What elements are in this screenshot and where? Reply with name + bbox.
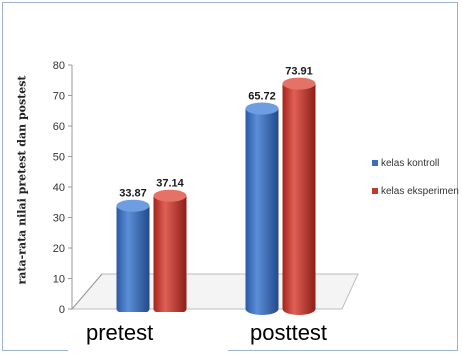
floor-edge xyxy=(71,273,103,310)
bar-body xyxy=(116,205,150,309)
bar-top xyxy=(153,189,187,202)
legend-swatch-blue xyxy=(372,160,378,167)
y-tick-label: 40 xyxy=(53,182,65,194)
bar-top xyxy=(282,77,316,90)
bar-body xyxy=(245,108,279,309)
data-label: 37.14 xyxy=(156,178,184,190)
bar-body xyxy=(153,195,187,309)
bar-top xyxy=(245,102,279,115)
data-label: 65.72 xyxy=(248,91,276,103)
y-tick-label: 60 xyxy=(53,121,65,133)
y-tick-label: 30 xyxy=(53,213,65,225)
y-axis: 0 10 20 30 40 50 60 70 80 xyxy=(53,60,73,316)
y-axis-title: rata-rata nilai pretest dan postest xyxy=(15,75,29,285)
data-label: 73.91 xyxy=(285,66,313,78)
y-tick-label: 10 xyxy=(53,274,65,286)
y-tick-label: 20 xyxy=(53,243,65,255)
y-tick-label: 70 xyxy=(53,91,65,103)
data-label: 33.87 xyxy=(119,188,147,200)
bar-posttest-eksperimen xyxy=(282,77,316,315)
category-label-posttest: posttest xyxy=(250,320,328,345)
bar-base xyxy=(245,303,279,315)
bar-top xyxy=(116,199,150,212)
legend-label: kelas kontroll xyxy=(381,158,440,169)
bar-pretest-kontroll xyxy=(116,199,150,315)
legend-swatch-red xyxy=(372,188,378,195)
bar-base xyxy=(282,303,316,315)
bar-pretest-eksperimen xyxy=(153,189,187,315)
category-label-background xyxy=(68,312,228,352)
bars xyxy=(116,77,316,315)
legend-label: kelas eksperimen xyxy=(381,186,459,197)
legend-item-kontroll: kelas kontroll xyxy=(372,158,439,169)
y-tick-label: 80 xyxy=(53,60,65,72)
y-tick-label: 0 xyxy=(59,304,65,316)
y-tick-label: 50 xyxy=(53,152,65,164)
bar-body xyxy=(282,83,316,310)
value-labels: 33.87 37.14 65.72 73.91 xyxy=(119,66,313,200)
legend-item-eksperimen: kelas eksperimen xyxy=(372,186,459,197)
bar-posttest-kontroll xyxy=(245,102,279,315)
category-label-pretest: pretest xyxy=(86,320,154,345)
